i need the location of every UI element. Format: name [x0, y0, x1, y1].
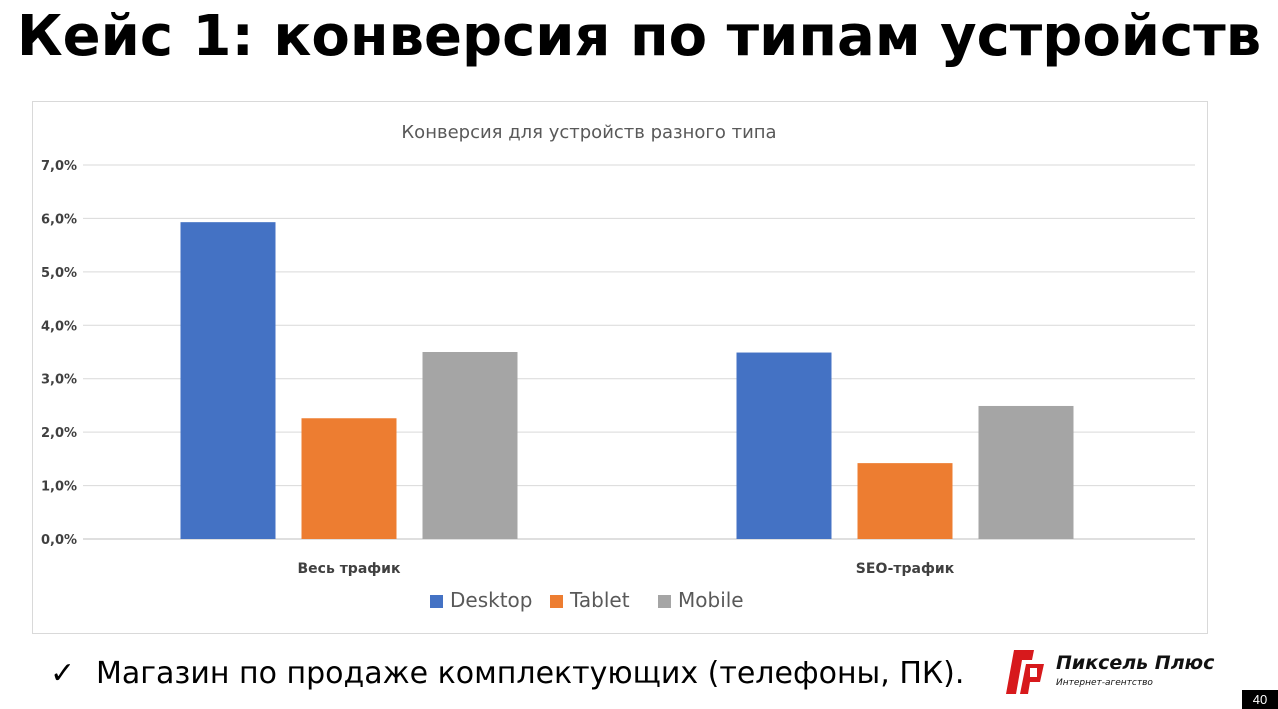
- chart-area: Конверсия для устройств разного типа 0,0%…: [32, 101, 1208, 634]
- bar-tablet: [857, 463, 953, 539]
- logo-tagline: Интернет-агентство: [1056, 678, 1153, 688]
- bar-mobile: [978, 405, 1074, 539]
- y-tick-label: 7,0%: [41, 159, 77, 174]
- legend-label: Desktop: [450, 588, 532, 612]
- slide-title: Кейс 1: конверсия по типам устройств: [16, 4, 1262, 69]
- bullet-item: ✓ Магазин по продаже комплектующих (телеф…: [50, 656, 964, 691]
- bar-desktop: [736, 352, 832, 539]
- company-logo: Пиксель Плюс Интернет-агентство: [1004, 648, 1214, 696]
- legend-swatch: [550, 595, 563, 608]
- bar-desktop: [180, 222, 276, 539]
- x-tick-label: Весь трафик: [298, 561, 401, 577]
- chart-title: Конверсия для устройств разного типа: [401, 122, 776, 143]
- bullet-text: Магазин по продаже комплектующих (телефо…: [96, 656, 965, 691]
- page-number: 40: [1242, 690, 1278, 709]
- logo-mark-icon: [1006, 650, 1044, 694]
- legend-label: Mobile: [678, 588, 744, 612]
- bar-tablet: [301, 418, 397, 539]
- logo-name: Пиксель Плюс: [1056, 652, 1215, 674]
- y-tick-label: 6,0%: [41, 212, 77, 227]
- x-tick-label: SEO-трафик: [856, 561, 955, 577]
- bar-chart: Конверсия для устройств разного типа 0,0%…: [41, 122, 1195, 612]
- legend-swatch: [658, 595, 671, 608]
- y-tick-label: 5,0%: [41, 266, 77, 281]
- y-tick-label: 0,0%: [41, 533, 77, 548]
- legend-label: Tablet: [569, 588, 630, 612]
- legend-swatch: [430, 595, 443, 608]
- y-tick-label: 3,0%: [41, 373, 77, 388]
- y-tick-label: 2,0%: [41, 426, 77, 441]
- y-tick-label: 4,0%: [41, 319, 77, 334]
- bar-mobile: [422, 352, 518, 539]
- y-tick-label: 1,0%: [41, 480, 77, 495]
- checkmark-icon: ✓: [50, 656, 76, 691]
